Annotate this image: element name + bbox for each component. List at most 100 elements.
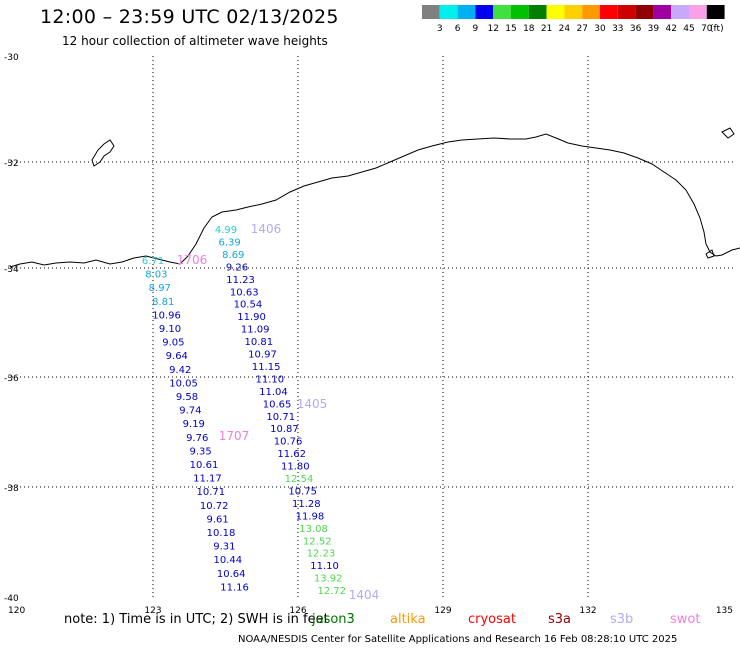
wave-height-value: 9.35 [189,446,211,457]
legend-unit: (ft) [710,24,724,34]
wave-height-value: 10.05 [169,378,198,389]
wave-height-value: 9.76 [186,433,208,444]
wave-height-value: 11.10 [310,561,339,572]
map-title: 12:00 – 23:59 UTC 02/13/2025 [40,6,339,28]
wave-height-value: 10.65 [263,399,292,410]
legend-swatch [600,5,618,19]
wave-height-value: 11.90 [237,312,266,323]
wave-height-value: 10.61 [190,460,219,471]
legend-swatch [635,5,654,19]
legend-swatch [564,5,583,19]
legend-label: 70 [701,24,713,34]
lon-tick-label: 123 [144,606,161,616]
axis-labels: 120 123 126 129 132 135 -30 -32 -34 -36 -38 -40 [4,53,733,616]
legend-label: 9 [473,24,479,34]
lon-tick-label: 135 [716,606,733,616]
wave-height-value: 13.92 [314,574,343,585]
pass-labels: 1706 1406 1405 1707 1404 [177,222,380,602]
wave-height-value: 10.81 [245,337,274,348]
coastline-australia [9,133,740,268]
legend-label: 33 [612,24,623,34]
legend-label: 27 [576,24,587,34]
wave-height-value: 8.81 [152,297,174,308]
note-text: note: 1) Time is in UTC; 2) SWH is in fe… [64,612,329,627]
legend-swatch [689,5,707,19]
wave-height-value: 8.03 [145,270,167,281]
lat-tick-label: -38 [4,484,19,494]
lon-tick-label: 129 [434,606,451,616]
wave-height-value: 9.05 [162,338,184,349]
satellite-legend-item: jason3 [312,612,355,627]
legend-label: 6 [455,24,461,34]
satellite-legend-item: cryosat [468,612,516,627]
legend-swatch [706,5,725,19]
wave-height-value: 10.87 [270,424,299,435]
wave-height-value: 11.98 [296,511,325,522]
legend-swatch [617,5,636,19]
wave-height-value: 8.69 [222,250,244,261]
wave-height-value: 9.31 [213,542,235,553]
wave-height-value: 11.80 [281,462,310,473]
island-west [91,139,115,167]
altimeter-tracks: 6.71 8.03 8.97 8.81 10.96 9.10 9.05 9.64 9.42 10.… [142,225,346,597]
wave-height-value: 9.42 [169,365,191,376]
wave-height-value: 10.64 [217,569,246,580]
wave-height-value: 10.54 [234,300,263,311]
legend-swatch [457,5,476,19]
wave-height-value: 10.71 [196,487,225,498]
wave-height-value: 6.71 [142,256,164,267]
lon-tick-label: 126 [289,606,306,616]
wave-height-value: 11.16 [220,582,249,593]
wave-height-value: 9.26 [226,262,248,273]
island-south-east [705,249,715,259]
wave-height-value: 9.58 [176,392,198,403]
legend-label: 39 [648,24,660,34]
wave-height-value: 10.63 [230,287,259,298]
legend-label: 42 [665,24,676,34]
satellite-legend-item: swot [670,612,701,627]
lat-tick-label: -30 [4,53,19,63]
legend-swatch [511,5,529,19]
satellite-legend-item: altika [390,612,426,627]
wave-height-value: 12.23 [307,549,336,560]
wave-height-value: 4.99 [215,225,237,236]
legend-swatch [422,5,440,19]
wave-height-value: 10.75 [288,486,317,497]
wave-height-value: 11.62 [277,449,306,460]
pass-number-label: 1707 [219,429,250,443]
legend-swatch [439,5,458,19]
legend-swatch [546,5,565,19]
wave-height-value: 11.15 [252,362,281,373]
legend-swatch [493,5,511,19]
wave-height-value: 11.10 [255,374,284,385]
legend-label: 45 [683,24,694,34]
wave-height-value: 10.44 [213,555,242,566]
wave-height-value: 12.72 [318,586,347,597]
wave-height-value: 11.23 [226,275,255,286]
wave-height-value: 10.71 [266,412,295,423]
wave-height-value: 12.52 [303,536,332,547]
wave-height-value: 10.72 [200,501,229,512]
pass-number-label: 1404 [349,588,380,602]
wave-height-value: 9.10 [159,324,181,335]
legend-swatch [671,5,689,19]
graticule [8,56,733,597]
legend-label: 30 [594,24,606,34]
island-east [721,127,735,139]
legend-label: 12 [487,24,498,34]
pass-number-label: 1406 [251,222,282,236]
wave-height-value: 9.61 [206,514,228,525]
credit-text: NOAA/NESDIS Center for Satellite Applica… [238,634,678,645]
legend-label: 18 [523,24,535,34]
wave-height-value: 13.08 [299,524,328,535]
lat-tick-label: -40 [4,594,19,604]
legend-swatch [653,5,672,19]
legend-label: 3 [437,24,443,34]
wave-height-value: 8.97 [149,283,171,294]
legend-label: 21 [541,24,552,34]
wave-height-value: 6.39 [219,237,241,248]
wave-height-value: 10.76 [274,437,303,448]
legend-swatch [528,5,547,19]
pass-number-label: 1405 [297,397,328,411]
